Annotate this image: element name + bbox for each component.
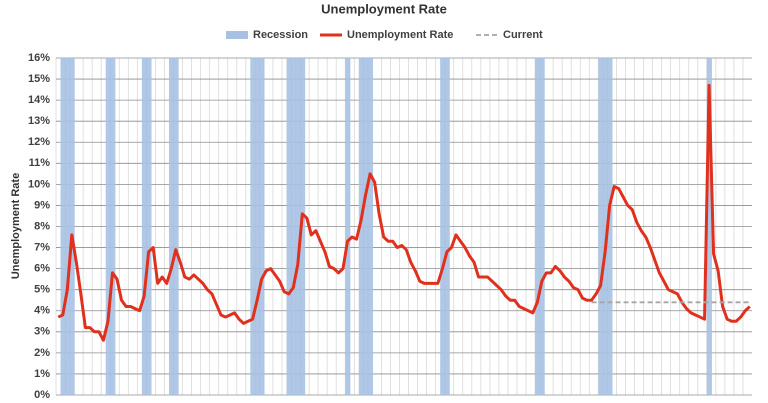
legend-label: Unemployment Rate (347, 29, 453, 41)
recession-bar (259, 58, 265, 395)
recession-bar (598, 58, 604, 395)
recession-bar (286, 58, 292, 395)
unemployment-line (57, 83, 751, 342)
recession-bar (65, 58, 71, 395)
y-tick-label: 2% (34, 347, 50, 359)
y-tick-label: 4% (34, 305, 50, 317)
y-tick-label: 9% (34, 199, 50, 211)
legend-swatch (226, 31, 248, 39)
y-tick-label: 16% (28, 52, 50, 64)
recession-bar (295, 58, 301, 395)
y-tick-label: 5% (34, 284, 50, 296)
y-tick-label: 15% (28, 73, 50, 85)
recession-bar (69, 58, 75, 395)
chart-title: Unemployment Rate (321, 1, 447, 16)
recession-bar (440, 58, 446, 395)
y-tick-label: 14% (28, 94, 50, 106)
y-tick-label: 8% (34, 220, 50, 232)
recession-bar (254, 58, 260, 395)
y-tick-label: 10% (28, 178, 50, 190)
recession-bar (539, 58, 545, 395)
legend-label: Current (503, 29, 543, 41)
y-axis-label: Unemployment Rate (10, 173, 22, 279)
recession-bar (367, 58, 373, 395)
y-tick-label: 0% (34, 389, 50, 401)
legend-label: Recession (253, 29, 308, 41)
y-tick-label: 11% (29, 157, 51, 169)
recession-bar (110, 58, 116, 395)
y-tick-label: 7% (34, 241, 50, 253)
recession-bar (173, 58, 179, 395)
y-tick-label: 1% (34, 368, 50, 380)
recession-bar (358, 58, 364, 395)
recession-bar (250, 58, 256, 395)
recession-bar (60, 58, 66, 395)
recession-bar (291, 58, 297, 395)
recession-bar (607, 58, 613, 395)
recession-bar (363, 58, 369, 395)
recession-bar (535, 58, 541, 395)
recession-bar (141, 58, 147, 395)
y-tick-label: 3% (34, 326, 50, 338)
y-tick-label: 13% (28, 115, 50, 127)
recession-bar (345, 58, 351, 395)
recession-bar (444, 58, 450, 395)
y-tick-label: 12% (28, 136, 50, 148)
recession-bar (105, 58, 111, 395)
recession-bar (602, 58, 608, 395)
recession-bar (146, 58, 152, 395)
recession-bar (168, 58, 175, 395)
y-tick-label: 6% (34, 263, 50, 275)
recession-bar (706, 58, 712, 395)
